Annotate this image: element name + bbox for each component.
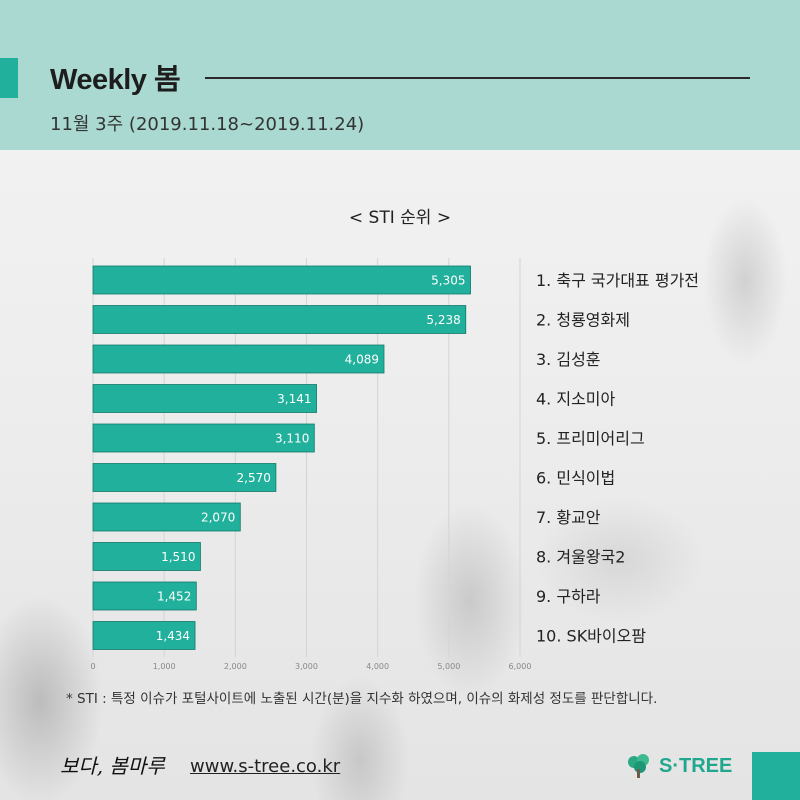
bar	[92, 502, 241, 532]
corner-accent	[752, 752, 800, 800]
category-label: 2. 청룡영화제	[536, 311, 630, 330]
brand-logo: S·TREE	[625, 752, 732, 780]
x-tick-label: 3,000	[295, 662, 318, 671]
bar	[92, 344, 385, 374]
header-band	[0, 0, 800, 150]
bar-value-label: 3,141	[277, 392, 311, 406]
bar	[92, 384, 317, 413]
bar-value-label: 1,452	[157, 590, 191, 604]
bar-value-label: 1,434	[156, 629, 190, 643]
page-title: Weekly 봄	[50, 64, 181, 96]
tree-icon	[628, 754, 649, 778]
category-label: 9. 구하라	[536, 587, 601, 606]
footnote: * STI : 특정 이슈가 포털사이트에 노출된 시간(분)을 지수화 하였으…	[66, 691, 658, 707]
bar-value-label: 1,510	[161, 550, 195, 564]
website-link[interactable]: www.s-tree.co.kr	[190, 756, 341, 777]
x-tick-label: 4,000	[366, 662, 389, 671]
category-label: 3. 김성훈	[536, 350, 601, 369]
script-logo: 보다, 봄마루	[60, 754, 165, 778]
x-tick-label: 1,000	[153, 662, 176, 671]
bar	[92, 581, 197, 611]
category-label: 1. 축구 국가대표 평가전	[536, 271, 699, 290]
category-label: 6. 민식이법	[536, 469, 615, 488]
category-label: 4. 지소미아	[536, 390, 616, 409]
category-label: 7. 황교안	[536, 508, 601, 527]
x-tick-label: 5,000	[437, 662, 460, 671]
x-tick-label: 0	[90, 662, 95, 671]
bar-value-label: 5,238	[426, 313, 460, 327]
category-label: 10. SK바이오팜	[536, 627, 646, 646]
chart-title: < STI 순위 >	[348, 208, 452, 228]
bar	[92, 305, 467, 334]
category-label: 5. 프리미어리그	[536, 429, 645, 448]
bar-value-label: 2,070	[201, 511, 235, 525]
bar-value-label: 4,089	[345, 353, 379, 367]
date-range: 11월 3주 (2019.11.18~2019.11.24)	[50, 114, 365, 135]
bar	[92, 423, 315, 453]
sti-bar-chart: 0 1,000 2,000 3,000 4,000 5,000 6,000 5,305 1. 축…	[90, 258, 699, 671]
brand-name: S·TREE	[659, 754, 733, 777]
header-accent	[0, 58, 18, 98]
category-label: 8. 겨울왕국2	[536, 548, 625, 567]
bar-value-label: 3,110	[275, 432, 309, 446]
title-divider	[205, 77, 750, 79]
x-tick-label: 2,000	[224, 662, 247, 671]
bar	[92, 463, 277, 492]
bar	[92, 542, 201, 571]
bar	[92, 265, 471, 295]
bar-value-label: 5,305	[431, 274, 465, 288]
x-tick-label: 6,000	[509, 662, 532, 671]
bar	[92, 621, 196, 650]
bar-value-label: 2,570	[237, 471, 271, 485]
